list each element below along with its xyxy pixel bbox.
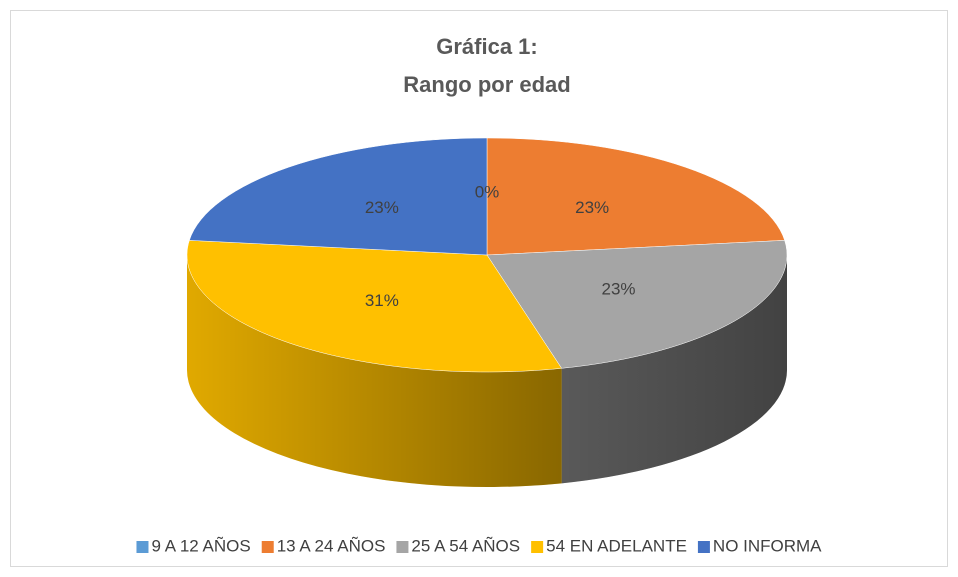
data-label: 23%: [365, 198, 399, 217]
legend-swatch: [136, 541, 149, 553]
legend-swatch: [261, 541, 274, 553]
slice: [186, 240, 563, 373]
legend-label: 54 EN ADELANTE: [546, 536, 687, 555]
data-label: 23%: [601, 279, 635, 298]
chart-title: Gráfica 1:: [436, 34, 538, 59]
data-label: 23%: [575, 198, 609, 217]
side-shade: [561, 255, 787, 484]
legend-swatch: [697, 541, 710, 553]
data-label: 31%: [365, 291, 399, 310]
slice: [189, 137, 488, 256]
data-label: 0%: [475, 182, 500, 201]
legend-label: 9 A 12 AÑOS: [151, 536, 250, 555]
slice: [486, 137, 785, 256]
legend-swatch: [531, 541, 544, 553]
chart-title: Rango por edad: [403, 72, 570, 97]
legend-label: 13 A 24 AÑOS: [277, 536, 386, 555]
side-shade: [186, 255, 562, 487]
legend-label: NO INFORMA: [713, 536, 822, 555]
legend-label: 25 A 54 AÑOS: [411, 536, 520, 555]
legend-swatch: [396, 541, 409, 553]
slice: [486, 240, 788, 369]
legend: 9 A 12 AÑOS 13 A 24 AÑOS 25 A 54 AÑOS 54 EN…: [136, 536, 822, 555]
